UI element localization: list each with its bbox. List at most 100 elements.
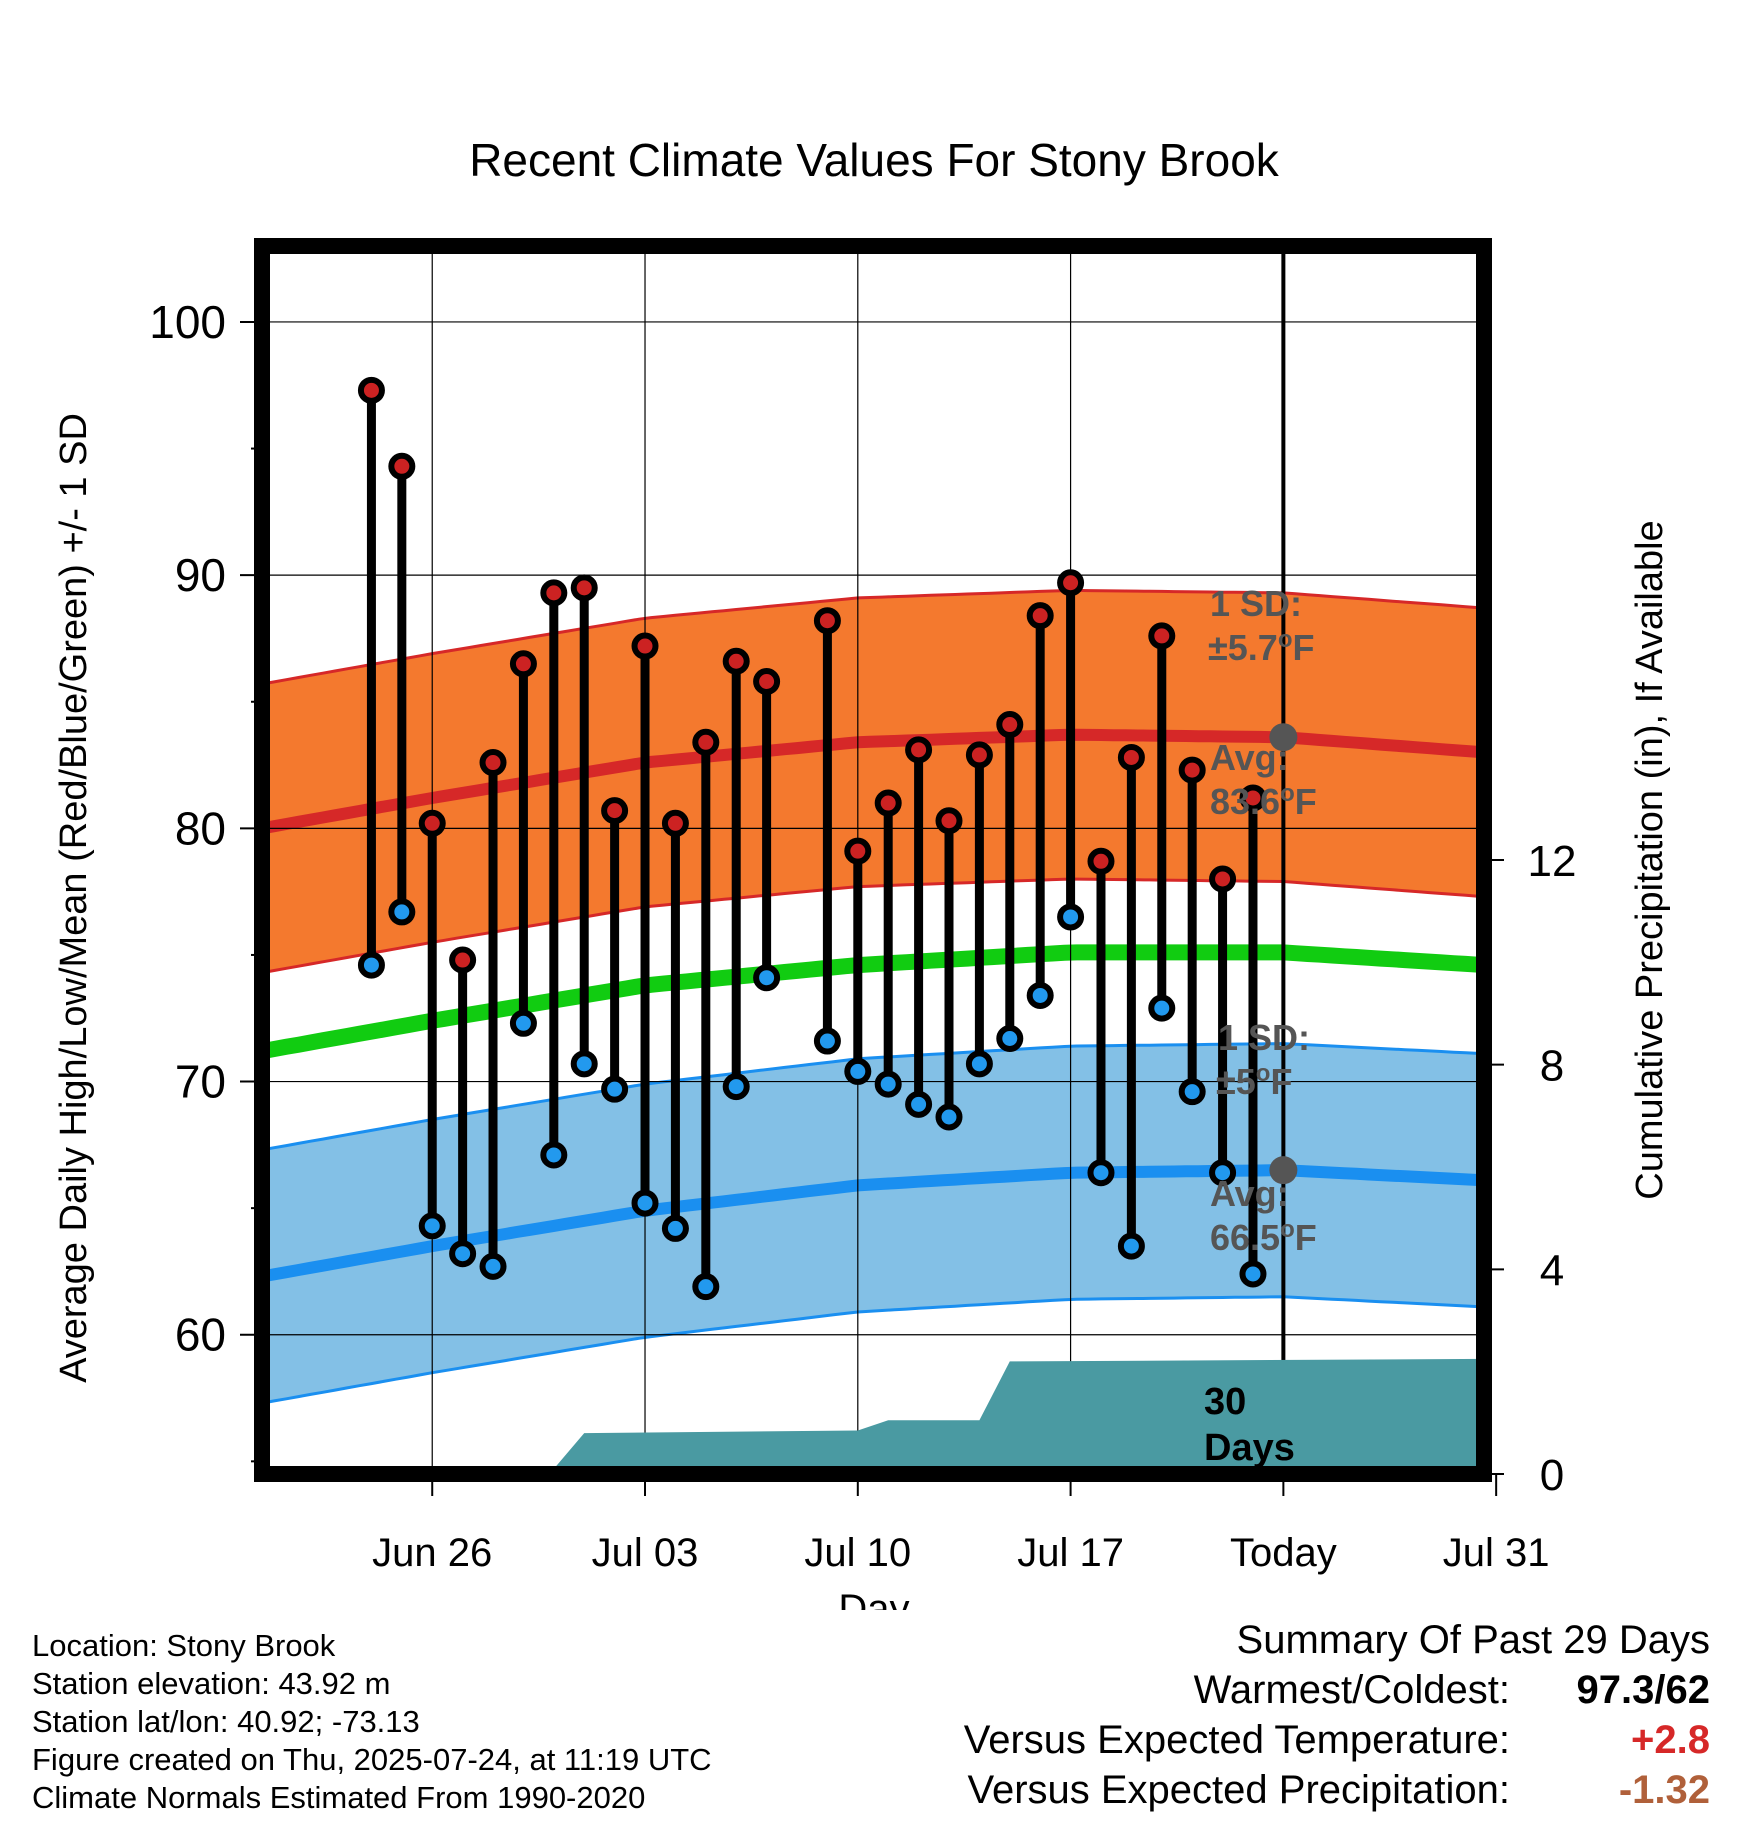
daily-low-point [357, 951, 385, 979]
daily-low-point [1209, 1159, 1237, 1187]
daily-low-point [661, 1214, 689, 1242]
daily-low-point [388, 898, 416, 926]
daily-high-point [874, 789, 902, 817]
high-sd-value: ±5.7oF [1208, 626, 1314, 669]
daily-high-point [1026, 602, 1054, 630]
low-avg-value: 66.5oF [1210, 1216, 1317, 1259]
daily-low-point [844, 1057, 872, 1085]
cumulative-precip-area [432, 1358, 1485, 1474]
precip-anomaly-value: -1.32 [1618, 1768, 1710, 1812]
daily-low-point [540, 1141, 568, 1169]
high-sd-upper-line [261, 588, 1479, 686]
daily-high-point [479, 749, 507, 777]
daily-high-point [905, 736, 933, 764]
daily-high-point [844, 837, 872, 865]
daily-low-point [753, 964, 781, 992]
daily-high-point [601, 797, 629, 825]
climate-normals: Climate Normals Estimated From 1990-2020 [32, 1780, 646, 1815]
daily-low-point [1087, 1159, 1115, 1187]
daily-high-point [935, 807, 963, 835]
daily-high-point [570, 574, 598, 602]
low-avg-label: Avg: [1210, 1173, 1289, 1214]
x-tick-label: Jul 10 [804, 1531, 911, 1575]
high-sd-band [262, 590, 1478, 973]
station-info: Location: Stony Brook Station elevation:… [32, 1627, 712, 1817]
daily-high-point [357, 376, 385, 404]
low-sd-lower-line [261, 1295, 1478, 1405]
station-location: Location: Stony Brook [32, 1628, 336, 1663]
temp-anomaly-label: Versus Expected Temperature: [963, 1718, 1510, 1762]
daily-high-point [1057, 569, 1085, 597]
y-axis-label: Average Daily High/Low/Mean (Red/Blue/Gr… [53, 413, 95, 1383]
daily-low-point [509, 1009, 537, 1037]
daily-high-point [661, 809, 689, 837]
x-tick-label: Jul 31 [1443, 1531, 1550, 1575]
daily-high-point [631, 632, 659, 660]
summary-panel: Summary Of Past 29 Days Warmest/Coldest:… [810, 1618, 1710, 1818]
y-tick-label: 60 [175, 1309, 226, 1361]
daily-low-point [418, 1212, 446, 1240]
high-avg-label: Avg: [1210, 737, 1289, 778]
chart-axes: 60 70 80 90 100 0 4 8 12 Jun 26 Jul 03 Jul 10 Jul 17… [149, 238, 1577, 1575]
temp-anomaly-value: +2.8 [1631, 1718, 1710, 1762]
daily-low-point [692, 1273, 720, 1301]
y-tick-label: 80 [175, 802, 226, 854]
daily-high-point [692, 728, 720, 756]
daily-low-point [570, 1050, 598, 1078]
daily-high-point [753, 667, 781, 695]
daily-low-point [722, 1073, 750, 1101]
high-sd-label: 1 SD: [1210, 583, 1302, 624]
chart-title: Recent Climate Values For Stony Brook [469, 134, 1280, 186]
x-tick-label: Jul 03 [592, 1531, 699, 1575]
daily-high-point [509, 650, 537, 678]
climate-chart: Recent Climate Values For Stony Brook 60… [53, 134, 1671, 1610]
daily-low-point [905, 1090, 933, 1118]
daily-high-point [996, 711, 1024, 739]
daily-high-point [1209, 865, 1237, 893]
daily-temperature-marks [357, 376, 1298, 1301]
daily-high-point [965, 741, 993, 769]
daily-low-point [1239, 1260, 1267, 1288]
y-tick-label: 100 [149, 296, 226, 348]
daily-high-point [1239, 784, 1267, 812]
warmest-coldest-value: 97.3/62 [1576, 1668, 1710, 1712]
daily-low-point [1148, 994, 1176, 1022]
precip-anomaly-label: Versus Expected Precipitation: [967, 1768, 1510, 1812]
daily-low-point [1026, 981, 1054, 1009]
y2-tick-label: 4 [1540, 1246, 1564, 1295]
y2-tick-label: 12 [1528, 837, 1577, 886]
daily-high-point [1117, 743, 1145, 771]
period-label: Days [1204, 1427, 1295, 1469]
daily-high-point [388, 452, 416, 480]
daily-high-point [1087, 847, 1115, 875]
x-tick-label: Jun 26 [372, 1531, 492, 1575]
daily-low-point [813, 1027, 841, 1055]
daily-low-point [965, 1050, 993, 1078]
summary-heading: Summary Of Past 29 Days [1236, 1618, 1710, 1662]
daily-low-point [874, 1070, 902, 1098]
y-tick-label: 70 [175, 1056, 226, 1108]
daily-low-point [631, 1189, 659, 1217]
today-high-avg-marker [1269, 723, 1298, 752]
x-tick-label: Today [1230, 1531, 1337, 1575]
y-tick-label: 90 [175, 549, 226, 601]
low-sd-value: ±5oF [1216, 1060, 1292, 1103]
y2-tick-label: 8 [1540, 1042, 1564, 1091]
daily-low-point [996, 1025, 1024, 1053]
precipitation-area [432, 1358, 1485, 1474]
daily-high-point [1178, 756, 1206, 784]
daily-low-point [935, 1103, 963, 1131]
daily-low-point [449, 1240, 477, 1268]
daily-high-point [540, 579, 568, 607]
figure-created: Figure created on Thu, 2025-07-24, at 11… [32, 1742, 712, 1777]
daily-high-point [449, 946, 477, 974]
station-latlon: Station lat/lon: 40.92; -73.13 [32, 1704, 420, 1739]
low-sd-band [262, 1043, 1478, 1404]
warmest-coldest-label: Warmest/Coldest: [1193, 1668, 1510, 1712]
station-elevation: Station elevation: 43.92 m [32, 1666, 391, 1701]
climate-bands [260, 588, 1479, 1405]
daily-high-point [1148, 622, 1176, 650]
y2-tick-label: 0 [1540, 1451, 1564, 1500]
daily-low-point [479, 1252, 507, 1280]
